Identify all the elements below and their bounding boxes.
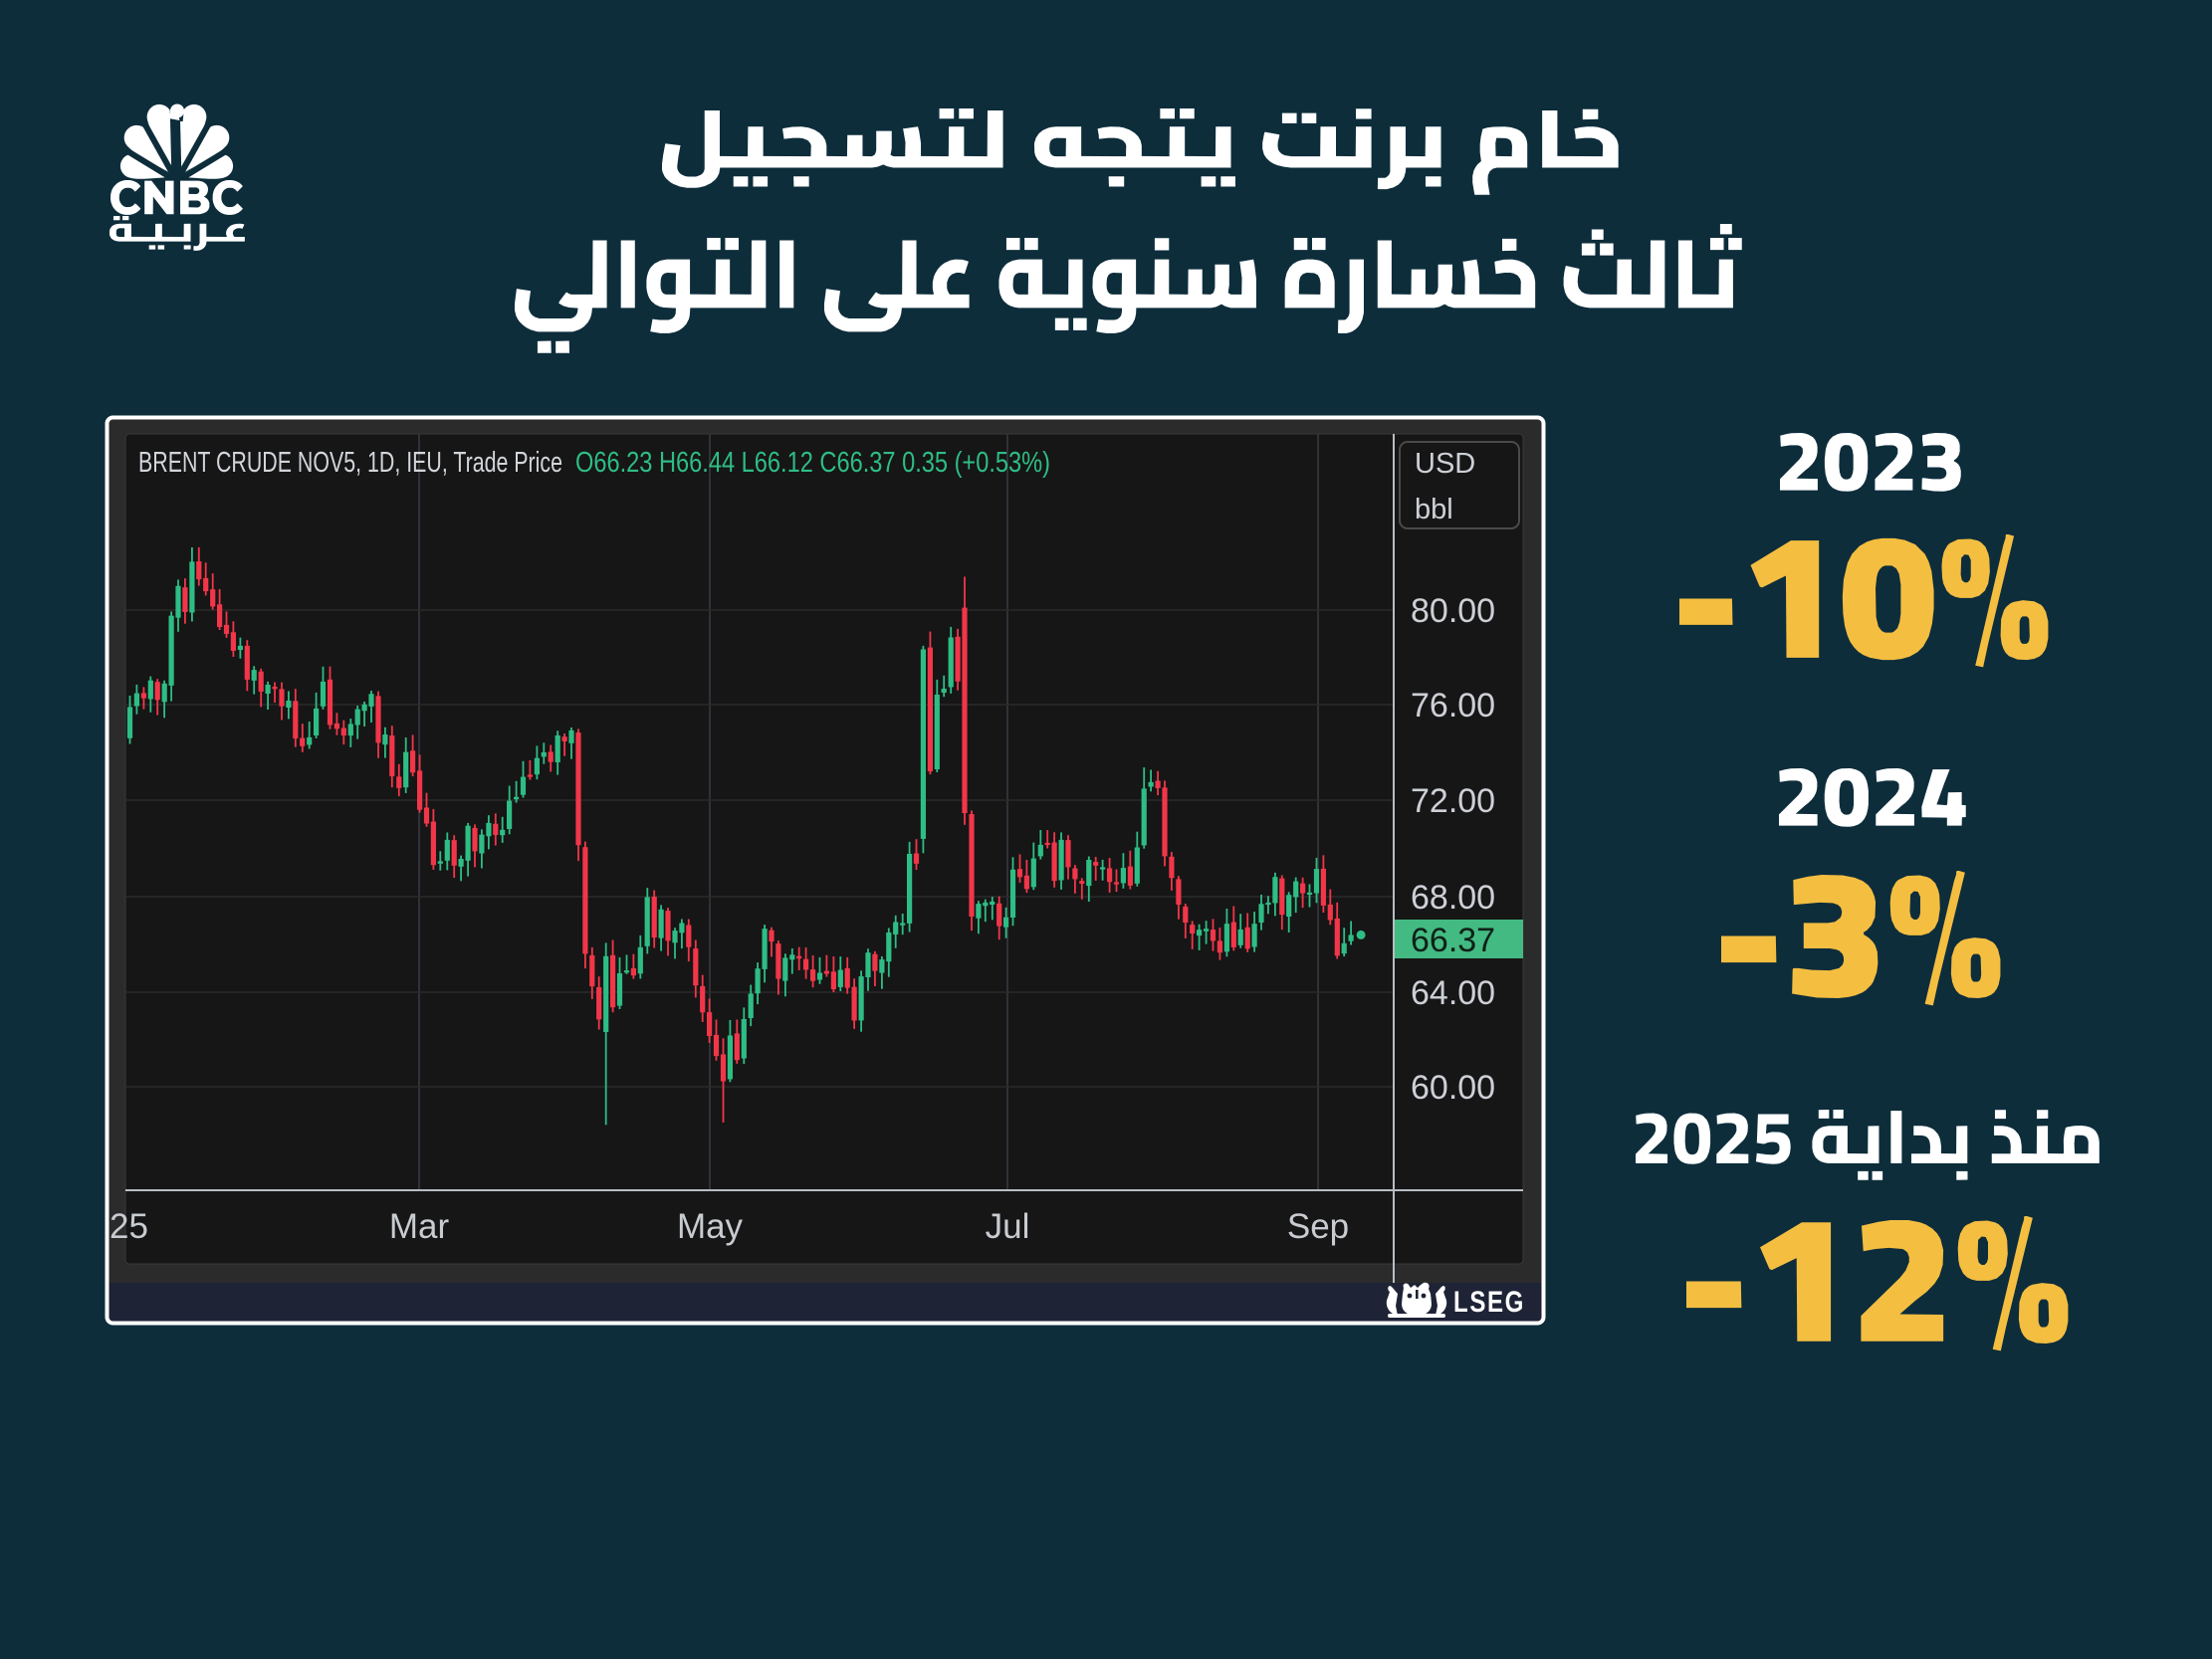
- svg-text:72.00: 72.00: [1411, 782, 1495, 820]
- svg-text:80.00: 80.00: [1411, 592, 1495, 630]
- svg-text:USD: USD: [1415, 448, 1475, 480]
- svg-text:Jul: Jul: [986, 1207, 1030, 1246]
- svg-text:66.37: 66.37: [1411, 922, 1495, 959]
- svg-text:76.00: 76.00: [1411, 687, 1495, 725]
- svg-text:Mar: Mar: [389, 1207, 450, 1246]
- svg-text:2025: 2025: [71, 1207, 148, 1246]
- svg-text:68.00: 68.00: [1411, 879, 1495, 917]
- svg-text:BRENT CRUDE NOV5, 1D, IEU, Tra: BRENT CRUDE NOV5, 1D, IEU, Trade Price: [138, 447, 562, 479]
- svg-text:bbl: bbl: [1415, 494, 1453, 525]
- svg-text:O66.23 H66.44 L66.12 C66.37: O66.23 H66.44 L66.12 C66.37 0.35 (+0.53%…: [575, 447, 1050, 479]
- svg-text:64.00: 64.00: [1411, 974, 1495, 1012]
- svg-text:May: May: [677, 1207, 744, 1246]
- svg-text:Sep: Sep: [1287, 1207, 1349, 1246]
- svg-text:LSEG: LSEG: [1453, 1286, 1525, 1319]
- svg-text:60.00: 60.00: [1411, 1069, 1495, 1107]
